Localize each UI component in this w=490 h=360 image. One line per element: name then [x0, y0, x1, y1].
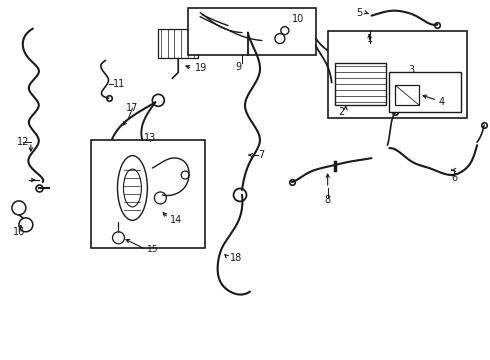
Text: 12: 12 [17, 137, 29, 147]
Bar [91, 140, 205, 248]
Text: 5: 5 [356, 8, 363, 18]
Text: 17: 17 [126, 103, 139, 113]
Text: 10: 10 [292, 14, 304, 24]
Bar [390, 72, 461, 112]
Text: 11: 11 [113, 79, 125, 89]
Text: 3: 3 [408, 66, 415, 76]
Text: 18: 18 [230, 253, 243, 263]
Bar [188, 8, 316, 55]
Text: 15: 15 [147, 245, 158, 254]
Text: 4: 4 [438, 97, 444, 107]
Bar [395, 85, 419, 105]
Text: 19: 19 [195, 63, 207, 73]
Text: 13: 13 [144, 133, 156, 143]
Text: 2: 2 [339, 107, 345, 117]
Bar [335, 63, 387, 105]
Text: 9: 9 [235, 62, 241, 72]
Text: 14: 14 [171, 215, 183, 225]
Text: 8: 8 [324, 195, 331, 205]
Text: 16: 16 [13, 227, 25, 237]
Text: 7: 7 [258, 150, 264, 160]
Bar [158, 28, 198, 58]
Text: 6: 6 [451, 173, 457, 183]
Bar [328, 31, 467, 118]
Text: 1: 1 [367, 33, 372, 44]
